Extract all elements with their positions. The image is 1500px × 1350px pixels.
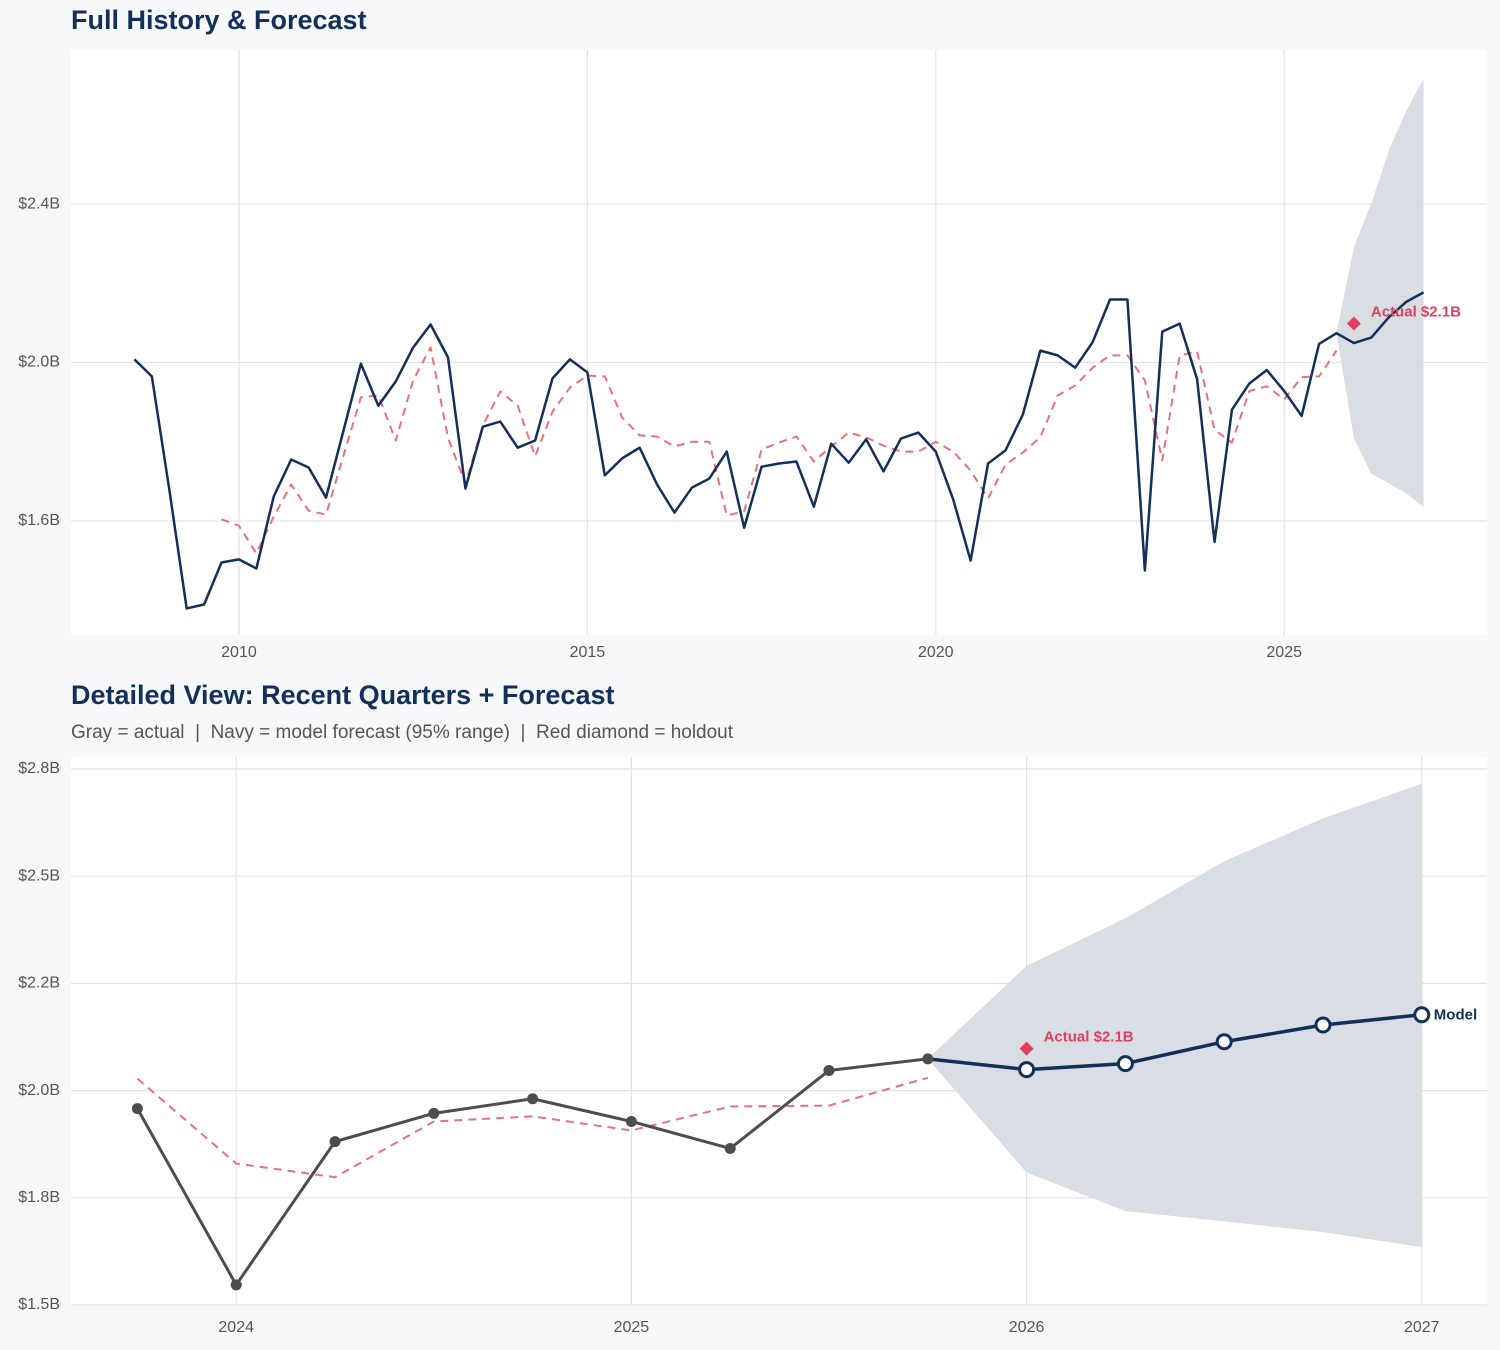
x-tick-label: 2024	[218, 1319, 254, 1336]
y-tick-label: $2.8B	[18, 760, 60, 777]
x-tick-label: 2026	[1009, 1319, 1045, 1336]
x-tick-label: 2010	[221, 644, 257, 661]
marker	[1215, 1033, 1233, 1051]
y-tick-label: $1.6B	[18, 512, 60, 529]
chart-title: Detailed View: Recent Quarters + Forecas…	[71, 680, 614, 710]
forecast-band	[927, 783, 1422, 1248]
x-tick-label: 2020	[918, 644, 954, 661]
x-tick-label: 2015	[570, 644, 606, 661]
plot-area	[71, 50, 1487, 635]
y-tick-label: $2.0B	[18, 1082, 60, 1099]
marker	[823, 1064, 835, 1076]
x-tick-label: 2025	[614, 1319, 650, 1336]
chart-subtitle: Gray = actual | Navy = model forecast (9…	[71, 722, 734, 743]
x-tick-label: 2025	[1266, 644, 1302, 661]
marker	[1314, 1016, 1332, 1034]
marker	[922, 1053, 934, 1065]
holdout-diamond	[1019, 1041, 1034, 1056]
holdout-label: Actual $2.1B	[1371, 304, 1461, 321]
y-tick-label: $1.5B	[18, 1296, 60, 1313]
marker	[527, 1093, 539, 1105]
marker	[329, 1136, 341, 1148]
marker	[724, 1142, 736, 1154]
marker	[1018, 1061, 1036, 1079]
y-tick-label: $1.8B	[18, 1189, 60, 1206]
series-line	[133, 291, 1425, 610]
marker	[230, 1279, 242, 1291]
forecast-band	[1336, 78, 1424, 508]
holdout-diamond	[1346, 316, 1361, 331]
series-end-label: Model	[1434, 1007, 1477, 1024]
y-tick-label: $2.0B	[18, 354, 60, 371]
y-tick-label: $2.4B	[18, 195, 60, 212]
marker	[625, 1115, 637, 1127]
connector	[927, 1057, 1027, 1072]
marker	[131, 1103, 143, 1115]
chart-title: Full History & Forecast	[71, 5, 367, 35]
marker	[1116, 1055, 1134, 1073]
holdout-label: Actual $2.1B	[1044, 1029, 1134, 1046]
marker	[428, 1107, 440, 1119]
dashed-line	[221, 346, 1338, 555]
y-tick-label: $2.2B	[18, 975, 60, 992]
y-tick-label: $2.5B	[18, 867, 60, 884]
x-tick-label: 2027	[1404, 1319, 1440, 1336]
marker	[1413, 1006, 1431, 1024]
